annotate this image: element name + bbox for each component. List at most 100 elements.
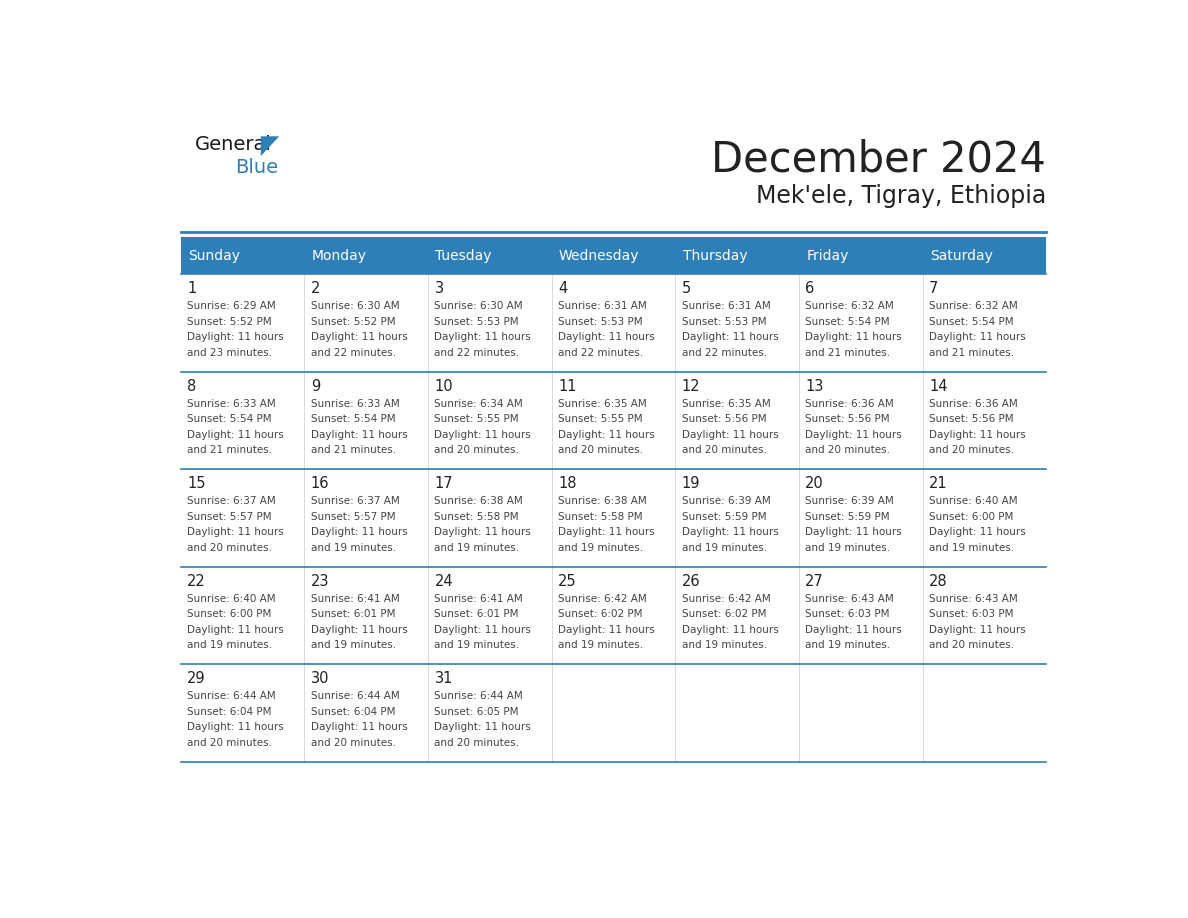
Text: Sunset: 5:53 PM: Sunset: 5:53 PM	[682, 317, 766, 327]
Text: 30: 30	[311, 671, 329, 687]
Text: and 19 minutes.: and 19 minutes.	[805, 543, 891, 553]
Text: and 20 minutes.: and 20 minutes.	[435, 445, 519, 455]
Text: 19: 19	[682, 476, 700, 491]
Text: Daylight: 11 hours: Daylight: 11 hours	[435, 722, 531, 733]
Text: Sunrise: 6:33 AM: Sunrise: 6:33 AM	[311, 398, 399, 409]
Text: and 19 minutes.: and 19 minutes.	[188, 641, 272, 650]
Text: Sunrise: 6:44 AM: Sunrise: 6:44 AM	[435, 691, 523, 701]
Text: December 2024: December 2024	[712, 139, 1047, 181]
Text: Sunset: 5:53 PM: Sunset: 5:53 PM	[558, 317, 643, 327]
Text: Sunset: 6:04 PM: Sunset: 6:04 PM	[311, 707, 396, 717]
Text: 18: 18	[558, 476, 576, 491]
Text: Sunset: 5:54 PM: Sunset: 5:54 PM	[929, 317, 1013, 327]
Text: Sunrise: 6:30 AM: Sunrise: 6:30 AM	[435, 301, 523, 311]
Text: Mek'ele, Tigray, Ethiopia: Mek'ele, Tigray, Ethiopia	[756, 185, 1047, 208]
Text: Sunrise: 6:35 AM: Sunrise: 6:35 AM	[558, 398, 646, 409]
Text: Sunset: 5:54 PM: Sunset: 5:54 PM	[805, 317, 890, 327]
Text: Thursday: Thursday	[683, 249, 747, 263]
Text: Sunrise: 6:40 AM: Sunrise: 6:40 AM	[188, 594, 276, 604]
Text: 15: 15	[188, 476, 206, 491]
Text: 10: 10	[435, 379, 453, 394]
Text: Sunset: 6:02 PM: Sunset: 6:02 PM	[558, 610, 643, 620]
Text: and 22 minutes.: and 22 minutes.	[682, 348, 766, 358]
Text: Monday: Monday	[311, 249, 367, 263]
Text: Sunrise: 6:44 AM: Sunrise: 6:44 AM	[188, 691, 276, 701]
Text: Daylight: 11 hours: Daylight: 11 hours	[311, 527, 407, 537]
Text: and 20 minutes.: and 20 minutes.	[311, 738, 396, 748]
Text: Sunset: 5:57 PM: Sunset: 5:57 PM	[188, 511, 272, 521]
Text: and 19 minutes.: and 19 minutes.	[682, 543, 766, 553]
Text: Daylight: 11 hours: Daylight: 11 hours	[805, 332, 902, 342]
Text: and 19 minutes.: and 19 minutes.	[311, 543, 396, 553]
Text: Daylight: 11 hours: Daylight: 11 hours	[188, 527, 284, 537]
Bar	[923, 238, 1047, 274]
Text: and 19 minutes.: and 19 minutes.	[805, 641, 891, 650]
Text: Sunrise: 6:35 AM: Sunrise: 6:35 AM	[682, 398, 771, 409]
Text: Sunset: 6:02 PM: Sunset: 6:02 PM	[682, 610, 766, 620]
Text: Daylight: 11 hours: Daylight: 11 hours	[929, 430, 1025, 440]
Text: and 19 minutes.: and 19 minutes.	[929, 543, 1015, 553]
Text: Daylight: 11 hours: Daylight: 11 hours	[929, 527, 1025, 537]
Text: and 22 minutes.: and 22 minutes.	[558, 348, 643, 358]
Text: 23: 23	[311, 574, 329, 588]
Text: Sunset: 5:52 PM: Sunset: 5:52 PM	[311, 317, 396, 327]
Text: 3: 3	[435, 281, 443, 297]
Text: Daylight: 11 hours: Daylight: 11 hours	[682, 430, 778, 440]
Text: Saturday: Saturday	[930, 249, 993, 263]
Text: Daylight: 11 hours: Daylight: 11 hours	[558, 527, 655, 537]
Text: and 19 minutes.: and 19 minutes.	[558, 641, 643, 650]
Text: Sunset: 6:00 PM: Sunset: 6:00 PM	[929, 511, 1013, 521]
Text: and 22 minutes.: and 22 minutes.	[311, 348, 396, 358]
Text: Sunset: 5:56 PM: Sunset: 5:56 PM	[929, 414, 1013, 424]
Text: and 21 minutes.: and 21 minutes.	[311, 445, 396, 455]
Text: and 19 minutes.: and 19 minutes.	[435, 641, 519, 650]
Text: Sunrise: 6:38 AM: Sunrise: 6:38 AM	[435, 496, 523, 506]
Text: Daylight: 11 hours: Daylight: 11 hours	[188, 332, 284, 342]
Text: Daylight: 11 hours: Daylight: 11 hours	[682, 625, 778, 634]
Text: Daylight: 11 hours: Daylight: 11 hours	[805, 625, 902, 634]
Text: Sunset: 5:54 PM: Sunset: 5:54 PM	[188, 414, 272, 424]
Text: Daylight: 11 hours: Daylight: 11 hours	[558, 430, 655, 440]
Text: Daylight: 11 hours: Daylight: 11 hours	[435, 527, 531, 537]
Text: Daylight: 11 hours: Daylight: 11 hours	[682, 527, 778, 537]
Text: Friday: Friday	[807, 249, 848, 263]
Text: Sunset: 5:55 PM: Sunset: 5:55 PM	[558, 414, 643, 424]
Text: Sunrise: 6:36 AM: Sunrise: 6:36 AM	[805, 398, 895, 409]
Text: Sunrise: 6:32 AM: Sunrise: 6:32 AM	[805, 301, 895, 311]
Text: and 21 minutes.: and 21 minutes.	[188, 445, 272, 455]
Text: Sunrise: 6:37 AM: Sunrise: 6:37 AM	[188, 496, 276, 506]
Text: Sunrise: 6:32 AM: Sunrise: 6:32 AM	[929, 301, 1018, 311]
Text: and 20 minutes.: and 20 minutes.	[682, 445, 766, 455]
Text: and 19 minutes.: and 19 minutes.	[682, 641, 766, 650]
Text: Daylight: 11 hours: Daylight: 11 hours	[311, 625, 407, 634]
Text: Tuesday: Tuesday	[435, 249, 492, 263]
Text: Sunrise: 6:29 AM: Sunrise: 6:29 AM	[188, 301, 276, 311]
Bar	[181, 566, 1047, 665]
Text: Sunset: 5:54 PM: Sunset: 5:54 PM	[311, 414, 396, 424]
Text: Sunset: 5:57 PM: Sunset: 5:57 PM	[311, 511, 396, 521]
Text: and 19 minutes.: and 19 minutes.	[558, 543, 643, 553]
Text: 11: 11	[558, 379, 576, 394]
Text: Sunset: 5:53 PM: Sunset: 5:53 PM	[435, 317, 519, 327]
Text: 14: 14	[929, 379, 948, 394]
Text: Sunrise: 6:43 AM: Sunrise: 6:43 AM	[805, 594, 895, 604]
Text: 28: 28	[929, 574, 948, 588]
Text: Daylight: 11 hours: Daylight: 11 hours	[311, 430, 407, 440]
Text: 22: 22	[188, 574, 206, 588]
Bar	[304, 238, 428, 274]
Text: Sunset: 6:05 PM: Sunset: 6:05 PM	[435, 707, 519, 717]
Text: 17: 17	[435, 476, 453, 491]
Text: and 21 minutes.: and 21 minutes.	[929, 348, 1015, 358]
Text: Sunrise: 6:37 AM: Sunrise: 6:37 AM	[311, 496, 399, 506]
Bar	[675, 238, 798, 274]
Bar	[181, 469, 1047, 566]
Text: Daylight: 11 hours: Daylight: 11 hours	[929, 332, 1025, 342]
Text: Sunset: 5:55 PM: Sunset: 5:55 PM	[435, 414, 519, 424]
Text: Sunrise: 6:41 AM: Sunrise: 6:41 AM	[311, 594, 399, 604]
Bar	[551, 238, 675, 274]
Text: Sunrise: 6:40 AM: Sunrise: 6:40 AM	[929, 496, 1018, 506]
Text: 25: 25	[558, 574, 576, 588]
Text: Daylight: 11 hours: Daylight: 11 hours	[188, 625, 284, 634]
Text: and 20 minutes.: and 20 minutes.	[929, 445, 1015, 455]
Text: Daylight: 11 hours: Daylight: 11 hours	[558, 625, 655, 634]
